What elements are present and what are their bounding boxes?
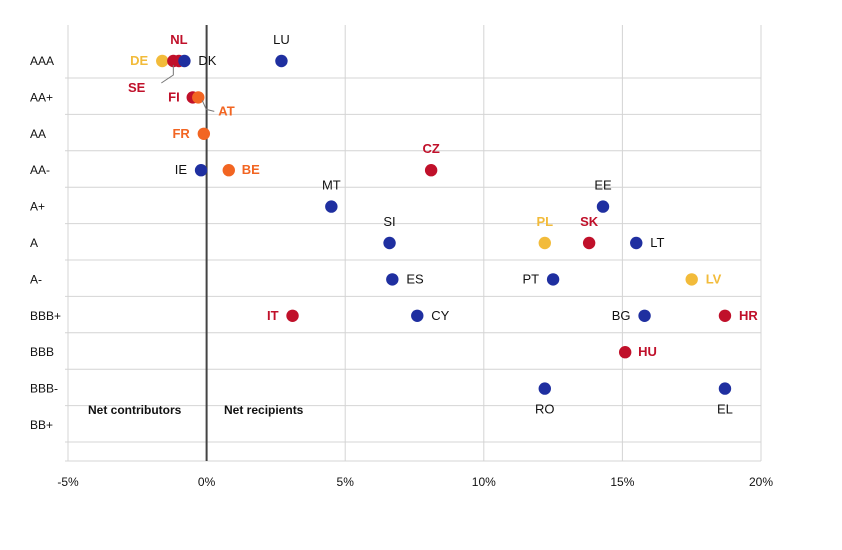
y-tick-label: BBB [30, 345, 54, 359]
point-si [383, 237, 395, 249]
point-es [386, 273, 398, 285]
point-el [719, 382, 731, 394]
point-it [286, 310, 298, 322]
point-pl [539, 237, 551, 249]
point-bg [638, 310, 650, 322]
label-be: BE [242, 162, 260, 177]
point-cy [411, 310, 423, 322]
label-hu: HU [638, 344, 657, 359]
label-lv: LV [706, 271, 722, 286]
point-pt [547, 273, 559, 285]
label-sk: SK [580, 214, 599, 229]
label-pl: PL [536, 214, 553, 229]
label-hr: HR [739, 308, 758, 323]
rating-scatter-chart: -5% 0% 5% 10% 15% 20%AAAAA+AAAA-A+AA-BBB+BBBB… [0, 0, 842, 550]
label-el: EL [717, 402, 733, 417]
point-labels: NL DE SE DK LU FI AT FR IE BE CZ MT EE SI PL SK LT ES PT LV… [128, 32, 758, 417]
y-tick-label: BBB+ [30, 309, 61, 323]
label-es: ES [406, 271, 424, 286]
point-ro [539, 382, 551, 394]
label-at: AT [218, 103, 234, 118]
label-fr: FR [172, 126, 190, 141]
label-bg: BG [612, 308, 631, 323]
label-cy: CY [431, 308, 449, 323]
label-si: SI [383, 214, 395, 229]
point-fr [198, 128, 210, 140]
point-dk [178, 55, 190, 67]
point-be [223, 164, 235, 176]
point-de [156, 55, 168, 67]
y-tick-label: A- [30, 272, 42, 286]
label-mt: MT [322, 178, 341, 193]
label-cz: CZ [422, 141, 439, 156]
label-nl: NL [170, 32, 187, 47]
label-it: IT [267, 308, 279, 323]
point-ee [597, 200, 609, 212]
point-lt [630, 237, 642, 249]
net-contributors-annotation: Net contributors [88, 403, 182, 417]
point-cz [425, 164, 437, 176]
label-se: SE [128, 80, 146, 95]
label-dk: DK [198, 53, 216, 68]
x-tick-label: 0% [198, 475, 216, 489]
y-tick-label: A [30, 236, 38, 250]
label-fi: FI [168, 89, 180, 104]
label-ie: IE [175, 162, 188, 177]
x-tick-label: 5% [337, 475, 355, 489]
point-mt [325, 200, 337, 212]
label-lu: LU [273, 32, 290, 47]
label-ro: RO [535, 402, 555, 417]
x-tick-label: 10% [472, 475, 496, 489]
y-tick-label: A+ [30, 200, 45, 214]
point-lv [686, 273, 698, 285]
y-tick-label: AA- [30, 163, 50, 177]
y-tick-label: AA [30, 127, 46, 141]
label-pt: PT [522, 271, 539, 286]
point-sk [583, 237, 595, 249]
label-lt: LT [650, 235, 664, 250]
net-recipients-annotation: Net recipients [224, 403, 304, 417]
point-lu [275, 55, 287, 67]
x-tick-label: -5% [57, 475, 79, 489]
y-tick-label: BBB- [30, 382, 58, 396]
y-tick-label: AAA [30, 54, 54, 68]
x-tick-label: 15% [610, 475, 634, 489]
leader-at [202, 100, 214, 111]
point-hr [719, 310, 731, 322]
point-hu [619, 346, 631, 358]
y-tick-label: BB+ [30, 418, 53, 432]
leader-se [161, 65, 173, 83]
x-tick-label: 20% [749, 475, 773, 489]
label-de: DE [130, 53, 148, 68]
point-ie [195, 164, 207, 176]
y-tick-label: AA+ [30, 90, 53, 104]
label-ee: EE [594, 178, 612, 193]
